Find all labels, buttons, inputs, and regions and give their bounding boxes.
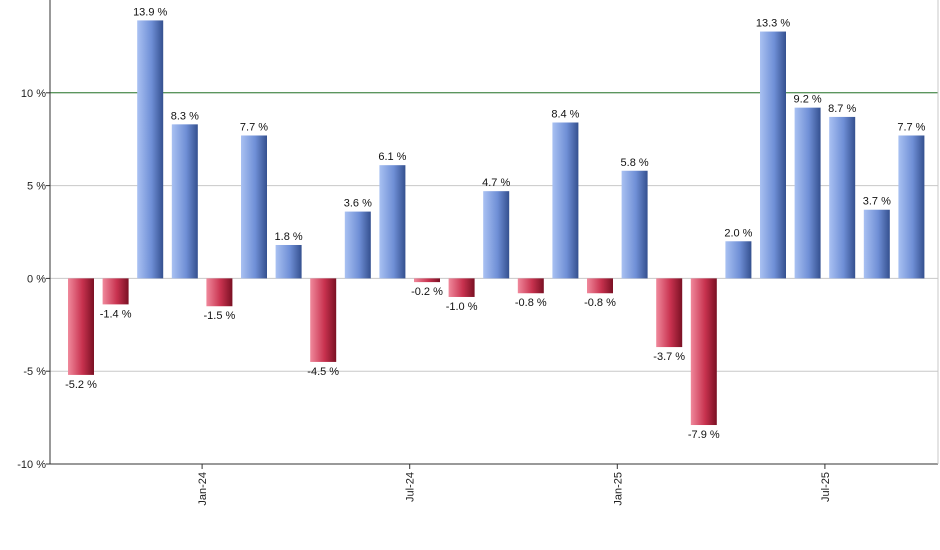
data-label: 1.8 % xyxy=(275,231,303,243)
data-label: -5.2 % xyxy=(65,379,97,391)
bar xyxy=(68,278,94,375)
data-label: 8.7 % xyxy=(828,103,856,115)
data-label: -0.8 % xyxy=(584,297,616,309)
bar xyxy=(275,244,302,279)
data-label: -0.8 % xyxy=(515,297,547,309)
data-label: -1.4 % xyxy=(100,308,132,320)
data-labels: -5.2 % -1.4 % 13.9 % 8.3 % -1.5 % 7.7 % 1.8 % -… xyxy=(65,6,926,441)
bar xyxy=(829,116,856,279)
data-label: 6.1 % xyxy=(378,151,406,163)
bar xyxy=(379,165,406,279)
bar xyxy=(448,278,475,297)
y-tick-label: -10 % xyxy=(17,459,46,471)
data-label: -1.0 % xyxy=(446,301,478,313)
data-label: 8.3 % xyxy=(171,110,199,122)
bar xyxy=(241,135,267,279)
y-axis-ticks: -10 % -5 % 0 % 5 % 10 % xyxy=(17,88,50,471)
bar xyxy=(310,278,337,362)
bar xyxy=(587,278,613,294)
data-label: 3.6 % xyxy=(344,198,372,210)
data-label: 8.4 % xyxy=(551,108,579,120)
x-tick-label: Jul-24 xyxy=(405,472,417,502)
bar xyxy=(621,170,648,279)
y-tick-label: 5 % xyxy=(27,181,46,193)
x-tick-label: Jan-24 xyxy=(197,472,209,506)
bar xyxy=(483,191,510,279)
bar xyxy=(760,31,786,279)
bar xyxy=(863,209,890,279)
bar xyxy=(137,20,164,279)
data-label: 7.7 % xyxy=(240,121,268,133)
bar xyxy=(414,278,440,283)
bar xyxy=(656,278,683,348)
bars xyxy=(68,20,925,426)
data-label: -0.2 % xyxy=(411,286,443,298)
bar xyxy=(344,211,371,279)
bar xyxy=(552,122,579,279)
data-label: 3.7 % xyxy=(863,196,891,208)
data-label: 13.9 % xyxy=(133,6,167,18)
y-tick-label: 0 % xyxy=(27,273,46,285)
bar xyxy=(898,135,925,279)
data-label: 9.2 % xyxy=(794,94,822,106)
y-tick-label: -5 % xyxy=(23,366,46,378)
bar xyxy=(794,107,821,279)
axes xyxy=(49,0,939,465)
bar xyxy=(517,278,544,294)
bar xyxy=(725,241,752,279)
x-tick-label: Jul-25 xyxy=(820,472,832,502)
bar xyxy=(206,278,233,307)
data-label: 5.8 % xyxy=(621,157,649,169)
data-label: -1.5 % xyxy=(204,310,236,322)
data-label: 2.0 % xyxy=(724,227,752,239)
x-axis-ticks: Jan-24 Jul-24 Jan-25 Jul-25 xyxy=(197,464,832,506)
data-label: -7.9 % xyxy=(688,429,720,441)
data-label: 13.3 % xyxy=(756,18,790,30)
data-label: 7.7 % xyxy=(897,121,925,133)
y-tick-label: 10 % xyxy=(21,88,46,100)
bar xyxy=(171,124,198,279)
data-label: 4.7 % xyxy=(482,177,510,189)
data-label: -4.5 % xyxy=(307,366,339,378)
data-label: -3.7 % xyxy=(653,351,685,363)
bar xyxy=(102,278,129,305)
bar xyxy=(690,278,717,426)
x-tick-label: Jan-25 xyxy=(612,472,624,506)
